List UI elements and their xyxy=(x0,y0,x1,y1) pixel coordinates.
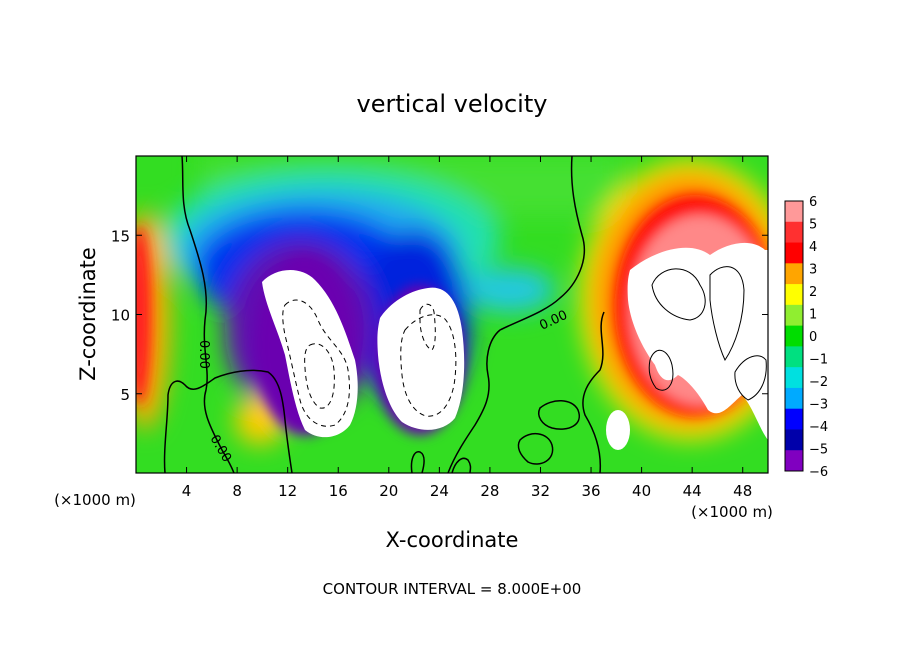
positive-contour-right-2 xyxy=(709,266,745,362)
dashed-contour-core-2-inner xyxy=(419,303,436,351)
zero-contour-small-1 xyxy=(410,451,425,473)
colorbar-swatch-5 xyxy=(785,304,803,327)
colorbar-swatch-8 xyxy=(785,367,803,389)
y-tick-label-2: 15 xyxy=(111,227,130,245)
zero-contour-blob-2 xyxy=(517,433,554,465)
downdraft-core-1 xyxy=(262,270,358,438)
colorbar-label-7: −1 xyxy=(809,353,828,368)
x-axis: 4 8 12 16 20 24 28 32 36 40 44 48 xyxy=(182,156,752,500)
colorbar-label-4: 2 xyxy=(809,285,817,300)
dashed-contour-core-2 xyxy=(400,314,457,417)
x-tick-label-1: 8 xyxy=(232,482,242,500)
downdraft-core-2 xyxy=(377,287,465,430)
right-small-core xyxy=(606,410,630,450)
colorbar-swatch-6 xyxy=(785,325,803,347)
zero-contour-small-2 xyxy=(451,457,472,473)
x-unit-left: (×1000 m) xyxy=(54,491,136,509)
colorbar-frame xyxy=(784,200,804,472)
colorbar-swatch-9 xyxy=(785,387,803,410)
colorbar-label-5: 1 xyxy=(809,308,817,323)
dashed-contour-core-1-inner xyxy=(304,343,335,409)
x-tick-label-3: 16 xyxy=(329,482,348,500)
y-axis-label: Z-coordinate xyxy=(76,247,100,381)
colorbar-swatch-11 xyxy=(785,429,803,451)
x-axis-label: X-coordinate xyxy=(386,528,519,552)
zero-contour-mid xyxy=(447,156,586,473)
updraft-right-core xyxy=(627,242,768,440)
x-tick-label-10: 44 xyxy=(683,482,702,500)
colorbar-swatch-12 xyxy=(785,450,803,472)
y-tick-label-0: 5 xyxy=(120,386,130,404)
y-axis: 5 10 15 xyxy=(111,227,768,404)
x-tick-label-2: 12 xyxy=(278,482,297,500)
colorbar-label-8: −2 xyxy=(809,375,828,390)
x-tick-label-0: 4 xyxy=(182,482,192,500)
positive-contour-right-3 xyxy=(648,350,674,391)
colorbar-label-1: 5 xyxy=(809,218,817,233)
colorbar-swatch-2 xyxy=(785,242,803,264)
colorbar-label-2: 4 xyxy=(809,240,817,255)
y-tick-label-1: 10 xyxy=(111,307,130,325)
x-tick-label-5: 24 xyxy=(430,482,449,500)
x-tick-label-4: 20 xyxy=(379,482,398,500)
x-tick-label-7: 32 xyxy=(531,482,550,500)
positive-contour-right-4 xyxy=(734,355,767,401)
zero-contour-left-inner xyxy=(163,369,293,473)
zero-contour-left xyxy=(181,156,235,473)
colorbar-swatch-4 xyxy=(785,284,803,306)
chart-title: vertical velocity xyxy=(357,90,548,118)
x-tick-label-6: 28 xyxy=(480,482,499,500)
x-tick-label-8: 36 xyxy=(581,482,600,500)
saturated-regions xyxy=(262,242,768,450)
field-left-red xyxy=(136,225,152,405)
zero-contour-right xyxy=(582,311,605,473)
colorbar-swatch-1 xyxy=(785,221,803,244)
colorbar-swatch-7 xyxy=(785,346,803,368)
x-tick-label-9: 40 xyxy=(632,482,651,500)
dashed-contours xyxy=(282,299,457,427)
field-cyan-patch xyxy=(465,268,555,312)
colorbar-label-0: 6 xyxy=(809,195,817,210)
positive-contour-right xyxy=(651,268,706,321)
colorbar-swatch-3 xyxy=(785,263,803,285)
x-tick-label-11: 48 xyxy=(733,482,752,500)
colorbar-swatch-0 xyxy=(785,201,803,223)
colorbar-label-12: −6 xyxy=(809,465,828,480)
contour-lines xyxy=(163,156,767,473)
footer-text: CONTOUR INTERVAL = 8.000E+00 xyxy=(323,580,582,598)
colorbar-label-6: 0 xyxy=(809,330,817,345)
colorbar: 6 5 4 3 2 1 0 −1 −2 −3 −4 −5 −6 xyxy=(784,195,828,480)
plot-area: 0.00 0.00 0.00 xyxy=(136,156,768,473)
colorbar-label-9: −3 xyxy=(809,398,828,413)
colorbar-label-11: −5 xyxy=(809,443,828,458)
zero-contour-blob xyxy=(538,400,581,430)
x-unit-right: (×1000 m) xyxy=(691,503,773,521)
contour-label-left: 0.00 xyxy=(196,340,211,369)
colorbar-label-3: 3 xyxy=(809,263,817,278)
colorbar-label-10: −4 xyxy=(809,420,828,435)
colorbar-swatch-10 xyxy=(785,408,803,430)
